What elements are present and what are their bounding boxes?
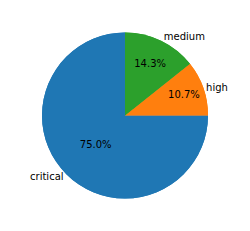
svg-text:medium: medium — [164, 31, 205, 42]
svg-text:10.7%: 10.7% — [168, 89, 200, 100]
svg-text:critical: critical — [30, 171, 64, 182]
svg-text:75.0%: 75.0% — [80, 139, 112, 150]
svg-text:high: high — [206, 82, 228, 93]
svg-text:14.3%: 14.3% — [134, 58, 166, 69]
